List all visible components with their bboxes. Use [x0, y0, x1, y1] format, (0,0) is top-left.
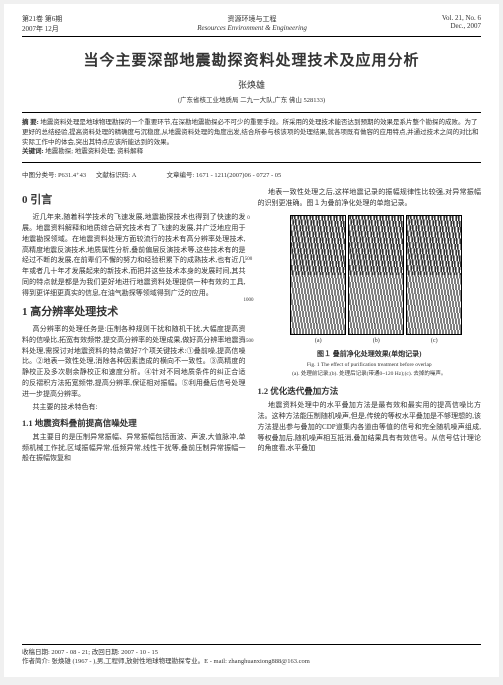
seismic-image: [290, 215, 346, 335]
seismic-panel-a: (a): [290, 215, 346, 346]
article-title: 当今主要深部地震勘探资料处理技术及应用分析: [22, 49, 481, 70]
author-name: 张焕雄: [22, 78, 481, 91]
subsection-1-2-para: 地震资料处理中的水平叠加方法是最有效和最实用的提高信噪比方法。这种方法能压制随机…: [258, 400, 482, 454]
seismic-panel-c: (c): [406, 215, 462, 346]
sublabel-c: (c): [406, 337, 462, 346]
subsection-1-1-para: 其主要目的是压制异常振幅、异常振幅包括面波、声波,大值脉冲,单频机械工作扰,区域…: [22, 432, 246, 465]
abstract-text: 地震资料处理是地球物理勘探的一个重要环节,在深勘地震勘探必不可少的重要手段。所采…: [22, 119, 479, 146]
article-id-block: 文章编号: 1671 - 1211(2007)06 - 0727 - 05: [167, 169, 282, 179]
section-1-title: 1 高分辨率处理技术: [22, 304, 246, 321]
right-column: 地表一致性处理之后,这样地震记录的振幅规律性比较强,对异常振幅的识别更准确。图１…: [258, 187, 482, 466]
figure-1: 0 500 1000 1500 (a) (b): [258, 215, 482, 379]
seismic-panels: (a) (b) (c): [272, 215, 482, 346]
abstract-box: 摘 要: 地震资料处理是地球物理勘探的一个重要环节,在深勘地震勘探必不可少的重要…: [22, 112, 481, 163]
right-top-para: 地表一致性处理之后,这样地震记录的振幅规律性比较强,对异常振幅的识别更准确。图１…: [258, 187, 482, 209]
journal-name-en: Resources Environment & Engineering: [197, 24, 307, 32]
header-vol-en: Vol. 21, No. 6: [442, 14, 481, 22]
journal-header: 第21卷 第6期 2007年 12月 资源环境与工程 Resources Env…: [22, 14, 481, 37]
keywords-text: 地震勘探; 地震资料处理; 资料解释: [45, 148, 143, 155]
author-bio: 作者简介: 张焕雄 (1967 - ),男,工程师,放射性地球物理勘探专业。E …: [22, 657, 481, 667]
seismic-panel-b: (b): [348, 215, 404, 346]
article-id: 1671 - 1211(2007)06 - 0727 - 05: [196, 172, 281, 179]
meta-row: 中图分类号: P631.4⁺43 文献标识码: A 文章编号: 1671 - 1…: [22, 169, 481, 179]
doc-label: 文献标识码:: [96, 172, 130, 179]
keywords-row: 关键词: 地震勘探; 地震资料处理; 资料解释: [22, 147, 481, 157]
header-date-en: Dec., 2007: [442, 22, 481, 30]
section-1-para1: 高分辨率的处理任务是:压制各种规则干扰和随机干扰,大幅度提高资料的信噪比,拓宽有…: [22, 324, 246, 400]
ytick: 0: [244, 215, 254, 223]
section-0-para: 近几年来,随着科学技术的飞速发展,地震勘探技术也得到了快速的发展。地震资料解释和…: [22, 212, 246, 299]
clc-block: 中图分类号: P631.4⁺43 文献标识码: A: [22, 169, 137, 179]
clc-value: P631.4⁺43: [58, 172, 86, 179]
abstract-row: 摘 要: 地震资料处理是地球物理勘探的一个重要环节,在深勘地震勘探必不可少的重要…: [22, 118, 481, 147]
seismic-image: [348, 215, 404, 335]
article-id-label: 文章编号:: [167, 172, 195, 179]
section-1-para2: 共主要的技术特色有:: [22, 402, 246, 413]
left-column: 0 引言 近几年来,随着科学技术的飞速发展,地震勘探技术也得到了快速的发展。地震…: [22, 187, 246, 466]
section-0-title: 0 引言: [22, 192, 246, 209]
header-right: Vol. 21, No. 6 Dec., 2007: [442, 14, 481, 34]
received-date: 收稿日期: 2007 - 08 - 21; 改回日期: 2007 - 10 - …: [22, 648, 481, 658]
ytick: 1500: [244, 338, 254, 346]
figure-caption-cn: 图１ 叠前净化处理效果(单炮记录): [258, 349, 482, 360]
seismic-image: [406, 215, 462, 335]
body-columns: 0 引言 近几年来,随着科学技术的飞速发展,地震勘探技术也得到了快速的发展。地震…: [22, 187, 481, 466]
clc-label: 中图分类号:: [22, 172, 56, 179]
journal-name-cn: 资源环境与工程: [197, 14, 307, 24]
header-left: 第21卷 第6期 2007年 12月: [22, 14, 62, 34]
ytick: 1000: [244, 297, 254, 305]
figure-caption-note: (a). 处理前记录;(b). 处理后记录(带通0~120 Hz);(c). 去…: [258, 370, 482, 379]
figure-1-plot: 0 500 1000 1500 (a) (b): [258, 215, 482, 346]
sublabel-a: (a): [290, 337, 346, 346]
y-axis-labels: 0 500 1000 1500: [244, 215, 254, 346]
ytick: 500: [244, 256, 254, 264]
header-vol-issue: 第21卷 第6期: [22, 14, 62, 24]
subsection-1-2-title: 1.2 优化迭代叠加方法: [258, 385, 482, 398]
page-footer: 收稿日期: 2007 - 08 - 21; 改回日期: 2007 - 10 - …: [22, 644, 481, 668]
sublabel-b: (b): [348, 337, 404, 346]
header-center: 资源环境与工程 Resources Environment & Engineer…: [197, 14, 307, 34]
doc-code: A: [132, 172, 137, 179]
subsection-1-1-title: 1.1 地震资料叠前提高信噪处理: [22, 417, 246, 430]
keywords-label: 关键词:: [22, 148, 44, 155]
header-date: 2007年 12月: [22, 24, 62, 34]
page-container: 第21卷 第6期 2007年 12月 资源环境与工程 Resources Env…: [4, 4, 499, 677]
figure-caption-en: Fig. 1 The effect of purification treatm…: [258, 361, 482, 370]
author-affiliation: (广东省核工业地质局 二九一大队,广东 佛山 528133): [22, 94, 481, 104]
abstract-label: 摘 要:: [22, 119, 39, 126]
